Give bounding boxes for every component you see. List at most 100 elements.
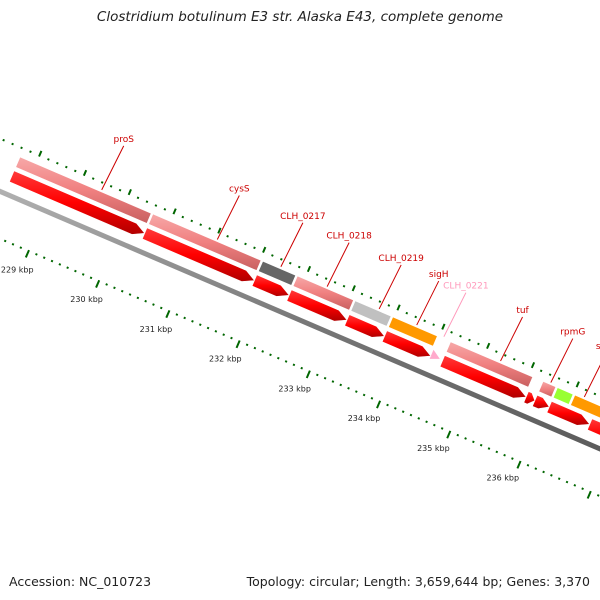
minor-tick bbox=[29, 150, 32, 154]
gene-label-cysS: cysS bbox=[229, 184, 250, 194]
minor-tick bbox=[154, 204, 158, 207]
gene-block-unnamed bbox=[552, 387, 574, 405]
cds-arrow bbox=[251, 274, 290, 297]
minor-tick bbox=[199, 223, 203, 227]
minor-tick bbox=[566, 381, 570, 384]
minor-tick bbox=[534, 467, 538, 470]
minor-tick bbox=[297, 265, 301, 269]
minor-tick bbox=[11, 242, 15, 246]
minor-tick bbox=[495, 450, 499, 454]
minor-tick bbox=[414, 315, 418, 319]
gene-label-CLH_0219: CLH_0219 bbox=[378, 254, 424, 264]
minor-tick bbox=[2, 138, 5, 142]
label-leader bbox=[583, 364, 600, 398]
label-leader bbox=[101, 145, 125, 191]
major-tick bbox=[95, 279, 101, 288]
minor-tick bbox=[109, 184, 113, 188]
major-tick bbox=[516, 460, 522, 469]
minor-tick bbox=[292, 363, 296, 367]
cds-arrow bbox=[532, 394, 550, 410]
minor-tick bbox=[206, 326, 210, 330]
kbp-ruler-labels: 229 kbp 230 kbp 231 kbp 232 kbp 233 kbp 234 k… bbox=[1, 265, 519, 482]
minor-tick bbox=[65, 165, 68, 169]
minor-tick bbox=[144, 299, 147, 303]
minor-tick bbox=[433, 423, 436, 427]
minor-tick bbox=[56, 161, 59, 165]
major-tick bbox=[305, 370, 311, 379]
minor-tick bbox=[440, 427, 444, 430]
major-tick bbox=[351, 285, 356, 292]
minor-tick bbox=[230, 336, 233, 340]
major-tick bbox=[306, 265, 312, 273]
minor-tick bbox=[593, 392, 597, 396]
minor-tick bbox=[42, 256, 46, 260]
minor-tick bbox=[362, 393, 366, 397]
gene-block-CLH_0219 bbox=[350, 300, 392, 327]
minor-tick bbox=[222, 333, 225, 337]
cds-arrow bbox=[546, 401, 591, 426]
cds-arrow bbox=[439, 355, 527, 399]
minor-tick bbox=[315, 373, 319, 377]
minor-tick bbox=[91, 177, 95, 180]
minor-tick bbox=[550, 474, 553, 477]
minor-tick bbox=[276, 356, 280, 360]
minor-tick bbox=[120, 289, 124, 293]
minor-tick bbox=[253, 246, 256, 250]
label-leader bbox=[378, 264, 402, 310]
minor-tick bbox=[503, 354, 507, 357]
minor-tick bbox=[456, 433, 460, 437]
gene-block-proS bbox=[15, 156, 152, 224]
minor-tick bbox=[512, 357, 516, 361]
gene-block-CLH_0221 bbox=[429, 349, 440, 359]
kbp-label: 232 kbp bbox=[209, 355, 242, 364]
minor-tick bbox=[89, 276, 93, 280]
minor-tick bbox=[487, 447, 491, 450]
minor-tick bbox=[175, 313, 179, 316]
gene-label-CLH_0217: CLH_0217 bbox=[280, 212, 325, 222]
cds-arrow bbox=[344, 314, 386, 338]
minor-tick bbox=[226, 234, 229, 238]
minor-tick bbox=[539, 369, 543, 373]
topology-text: Topology: circular; Length: 3,659,644 bp… bbox=[246, 574, 590, 589]
major-tick bbox=[575, 381, 580, 388]
cds-arrow bbox=[141, 227, 256, 282]
cds-arrow bbox=[523, 391, 536, 405]
minor-tick bbox=[253, 346, 257, 350]
genome-title: Clostridium botulinum E3 str. Alaska E43… bbox=[96, 9, 504, 25]
minor-tick bbox=[261, 350, 265, 353]
minor-tick bbox=[74, 269, 77, 273]
minor-tick bbox=[405, 311, 409, 315]
gene-block-CLH_0218 bbox=[292, 275, 354, 311]
minor-tick bbox=[401, 410, 405, 414]
minor-tick bbox=[369, 296, 373, 300]
minor-tick bbox=[50, 259, 54, 263]
major-tick bbox=[446, 430, 452, 439]
minor-tick bbox=[542, 470, 545, 474]
minor-tick bbox=[378, 300, 382, 303]
gene-label-rpmG: rpmG bbox=[560, 328, 585, 338]
gene-label-tuf: tuf bbox=[516, 306, 529, 316]
minor-tick bbox=[581, 487, 584, 491]
inner-tick-ruler bbox=[3, 239, 600, 499]
minor-tick bbox=[548, 373, 552, 376]
minor-tick bbox=[159, 306, 163, 310]
gene-block-secE bbox=[570, 394, 600, 419]
genome-backbone bbox=[0, 188, 600, 452]
label-leader bbox=[550, 338, 574, 383]
minor-tick bbox=[66, 266, 69, 270]
minor-tick bbox=[136, 196, 140, 200]
minor-tick bbox=[479, 443, 483, 447]
minor-tick bbox=[235, 238, 238, 242]
minor-tick bbox=[584, 388, 588, 392]
minor-tick bbox=[450, 331, 453, 334]
minor-tick bbox=[503, 453, 506, 457]
gene-block-CLH_0217 bbox=[258, 260, 297, 286]
minor-tick bbox=[181, 215, 185, 219]
gene-block-rpmG bbox=[538, 381, 557, 398]
kbp-label: 231 kbp bbox=[140, 325, 173, 334]
backbone-line bbox=[0, 188, 600, 452]
minor-tick bbox=[386, 403, 389, 407]
minor-tick bbox=[472, 440, 475, 444]
